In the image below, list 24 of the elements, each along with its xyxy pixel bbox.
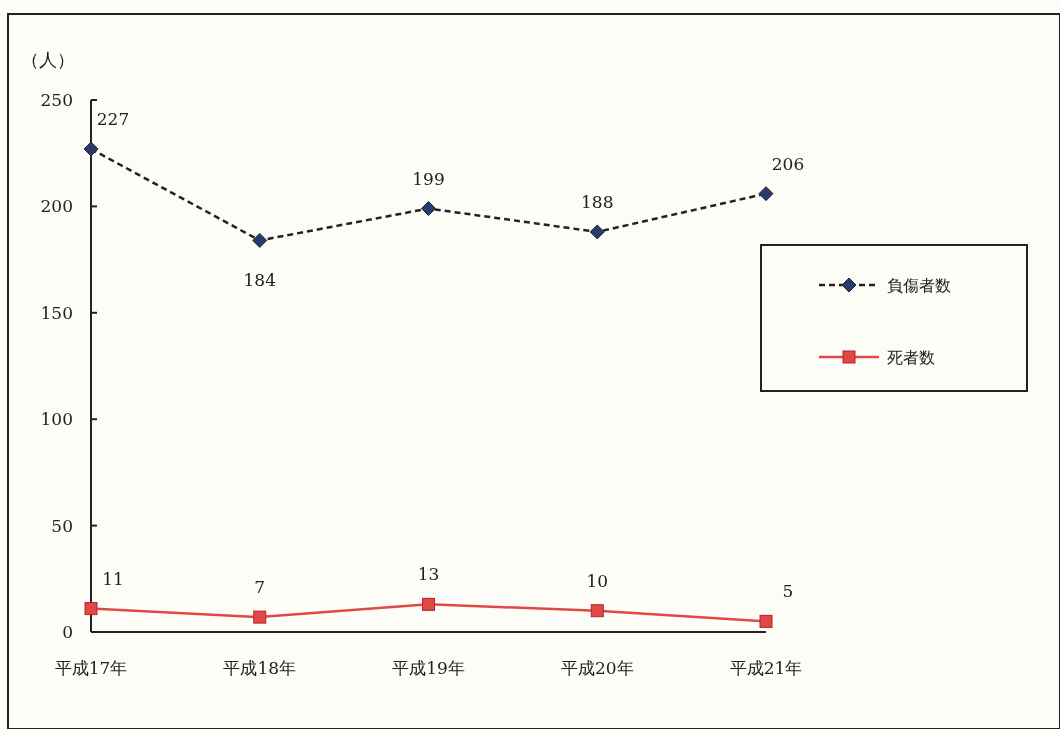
- x-tick-label: 平成18年: [223, 658, 297, 678]
- point: [589, 224, 605, 240]
- point: [422, 597, 435, 611]
- point: [421, 201, 436, 217]
- x-tick-label: 平成21年: [729, 658, 803, 678]
- y-tick-label: 0: [62, 622, 73, 642]
- point: [759, 614, 773, 628]
- point: [590, 604, 604, 618]
- legend-label: 死者数: [887, 348, 935, 367]
- legend-label: 負傷者数: [887, 276, 951, 295]
- point: [84, 602, 98, 616]
- x-tick-label: 平成17年: [54, 658, 128, 678]
- y-tick-label: 200: [40, 196, 73, 217]
- y-tick-label: 50: [51, 515, 73, 536]
- x-tick-label: 平成20年: [560, 658, 634, 678]
- y-tick-label: 150: [40, 302, 73, 323]
- point: [252, 232, 268, 248]
- point: [83, 141, 99, 157]
- y-tick-label: 250: [40, 90, 73, 110]
- point: [253, 610, 267, 624]
- y-tick-label: 100: [40, 409, 73, 430]
- point: [758, 186, 774, 202]
- y-axis-title: （人）: [21, 49, 75, 70]
- x-tick-label: 平成19年: [392, 658, 465, 678]
